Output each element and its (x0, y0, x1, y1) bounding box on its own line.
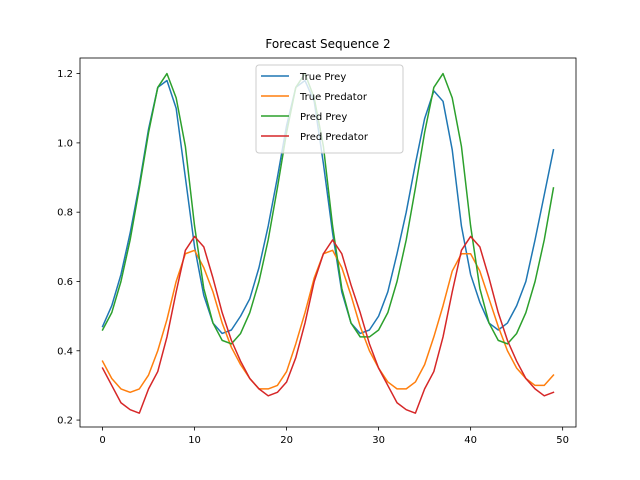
y-tick-label: 0.8 (57, 208, 73, 219)
chart-title: Forecast Sequence 2 (265, 37, 390, 51)
x-tick-label: 40 (464, 435, 477, 446)
series-line-pred-predator (101, 235, 555, 414)
series-line-true-prey (101, 79, 555, 335)
x-tick-label: 0 (99, 435, 105, 446)
y-tick-label: 0.6 (57, 277, 73, 288)
y-tick-label: 0.2 (57, 416, 73, 427)
legend: True Prey True Predator Pred Prey Pred Pred… (255, 64, 404, 154)
legend-label: True Predator (299, 92, 368, 103)
legend-label: Pred Prey (300, 112, 347, 123)
y-tick-label: 1.2 (57, 69, 73, 80)
legend-box (255, 64, 404, 154)
series-line-pred-prey (101, 72, 555, 345)
x-tick-label: 50 (556, 435, 569, 446)
y-tick-label: 1.0 (57, 138, 73, 149)
series-line-true-predator (101, 249, 555, 394)
x-tick-label: 10 (188, 435, 201, 446)
series-lines (101, 72, 555, 414)
x-tick-label: 30 (372, 435, 385, 446)
axes: 0 10 20 30 40 50 0.2 0.4 0.6 0.8 1.0 1.2 (57, 69, 569, 446)
x-tick-label: 20 (280, 435, 293, 446)
plot-frame (79, 57, 577, 428)
legend-label: True Prey (299, 72, 346, 83)
legend-label: Pred Predator (300, 132, 369, 143)
y-tick-label: 0.4 (57, 346, 73, 357)
